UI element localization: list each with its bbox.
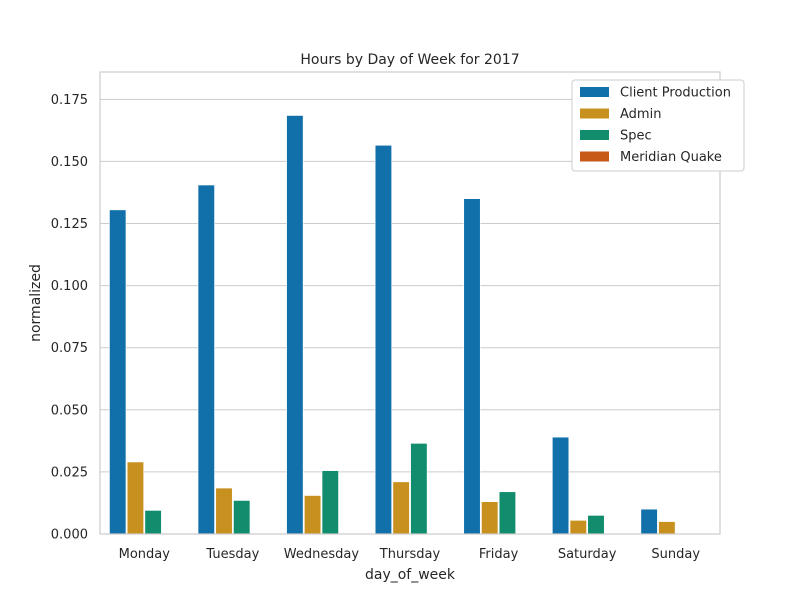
y-tick-label: 0.100 bbox=[51, 279, 88, 294]
x-tick-label: Saturday bbox=[558, 547, 617, 562]
bar-spec-tuesday bbox=[233, 500, 251, 535]
bar-spec-saturday bbox=[587, 515, 605, 535]
bar-client-production-tuesday bbox=[197, 184, 215, 535]
legend-label: Admin bbox=[620, 107, 661, 122]
x-tick-label: Wednesday bbox=[284, 547, 360, 562]
bar-admin-monday bbox=[126, 461, 144, 535]
x-tick-label: Monday bbox=[119, 547, 171, 562]
x-tick-label: Thursday bbox=[379, 547, 441, 562]
y-tick-labels: 0.000 0.025 0.050 0.075 0.100 0.125 0.150 0.175 bbox=[51, 93, 88, 543]
x-tick-label: Tuesday bbox=[205, 547, 259, 562]
y-tick-label: 0.050 bbox=[51, 403, 88, 418]
y-tick-label: 0.125 bbox=[51, 217, 88, 232]
bar-admin-thursday bbox=[392, 481, 410, 535]
bar-admin-friday bbox=[481, 501, 499, 535]
y-tick-label: 0.075 bbox=[51, 341, 88, 356]
bar-client-production-wednesday bbox=[286, 115, 304, 535]
bar-client-production-monday bbox=[109, 209, 127, 535]
legend-label: Meridian Quake bbox=[620, 150, 722, 165]
bar-client-production-saturday bbox=[552, 436, 570, 535]
y-tick-label: 0.025 bbox=[51, 465, 88, 480]
bar-admin-saturday bbox=[569, 520, 587, 535]
legend-swatch bbox=[580, 108, 609, 119]
legend-swatch bbox=[580, 87, 609, 97]
bar-client-production-thursday bbox=[374, 144, 392, 535]
legend-swatch bbox=[580, 151, 609, 162]
bar-spec-thursday bbox=[410, 443, 428, 535]
bar-client-production-sunday bbox=[640, 508, 658, 535]
legend-label: Client Production bbox=[620, 86, 731, 101]
legend-box bbox=[571, 79, 745, 172]
bar-spec-wednesday bbox=[321, 470, 339, 535]
bar-spec-friday bbox=[498, 491, 516, 535]
bar-admin-wednesday bbox=[304, 495, 322, 535]
bar-admin-sunday bbox=[658, 521, 676, 535]
y-tick-label: 0.175 bbox=[51, 93, 88, 108]
bar-spec-monday bbox=[144, 510, 162, 535]
x-tick-label: Friday bbox=[479, 547, 519, 562]
y-axis-label: normalized bbox=[28, 264, 44, 342]
x-tick-labels: Monday Tuesday Wednesday Thursday Friday Satu… bbox=[119, 547, 701, 562]
x-tick-label: Sunday bbox=[651, 547, 700, 562]
legend-swatch bbox=[580, 130, 609, 140]
legend: Client Production Admin Spec Meridian Quake bbox=[571, 79, 745, 172]
bar-client-production-friday bbox=[463, 198, 481, 535]
y-tick-label: 0.000 bbox=[51, 528, 88, 543]
plot-frame bbox=[99, 71, 721, 535]
legend-items: Client Production Admin Spec Meridian Quake bbox=[580, 86, 731, 165]
x-axis-label: day_of_week bbox=[365, 567, 456, 583]
y-tick-label: 0.150 bbox=[51, 155, 88, 170]
bar-admin-tuesday bbox=[215, 487, 233, 535]
chart-title: Hours by Day of Week for 2017 bbox=[300, 52, 519, 68]
legend-label: Spec bbox=[620, 129, 652, 144]
